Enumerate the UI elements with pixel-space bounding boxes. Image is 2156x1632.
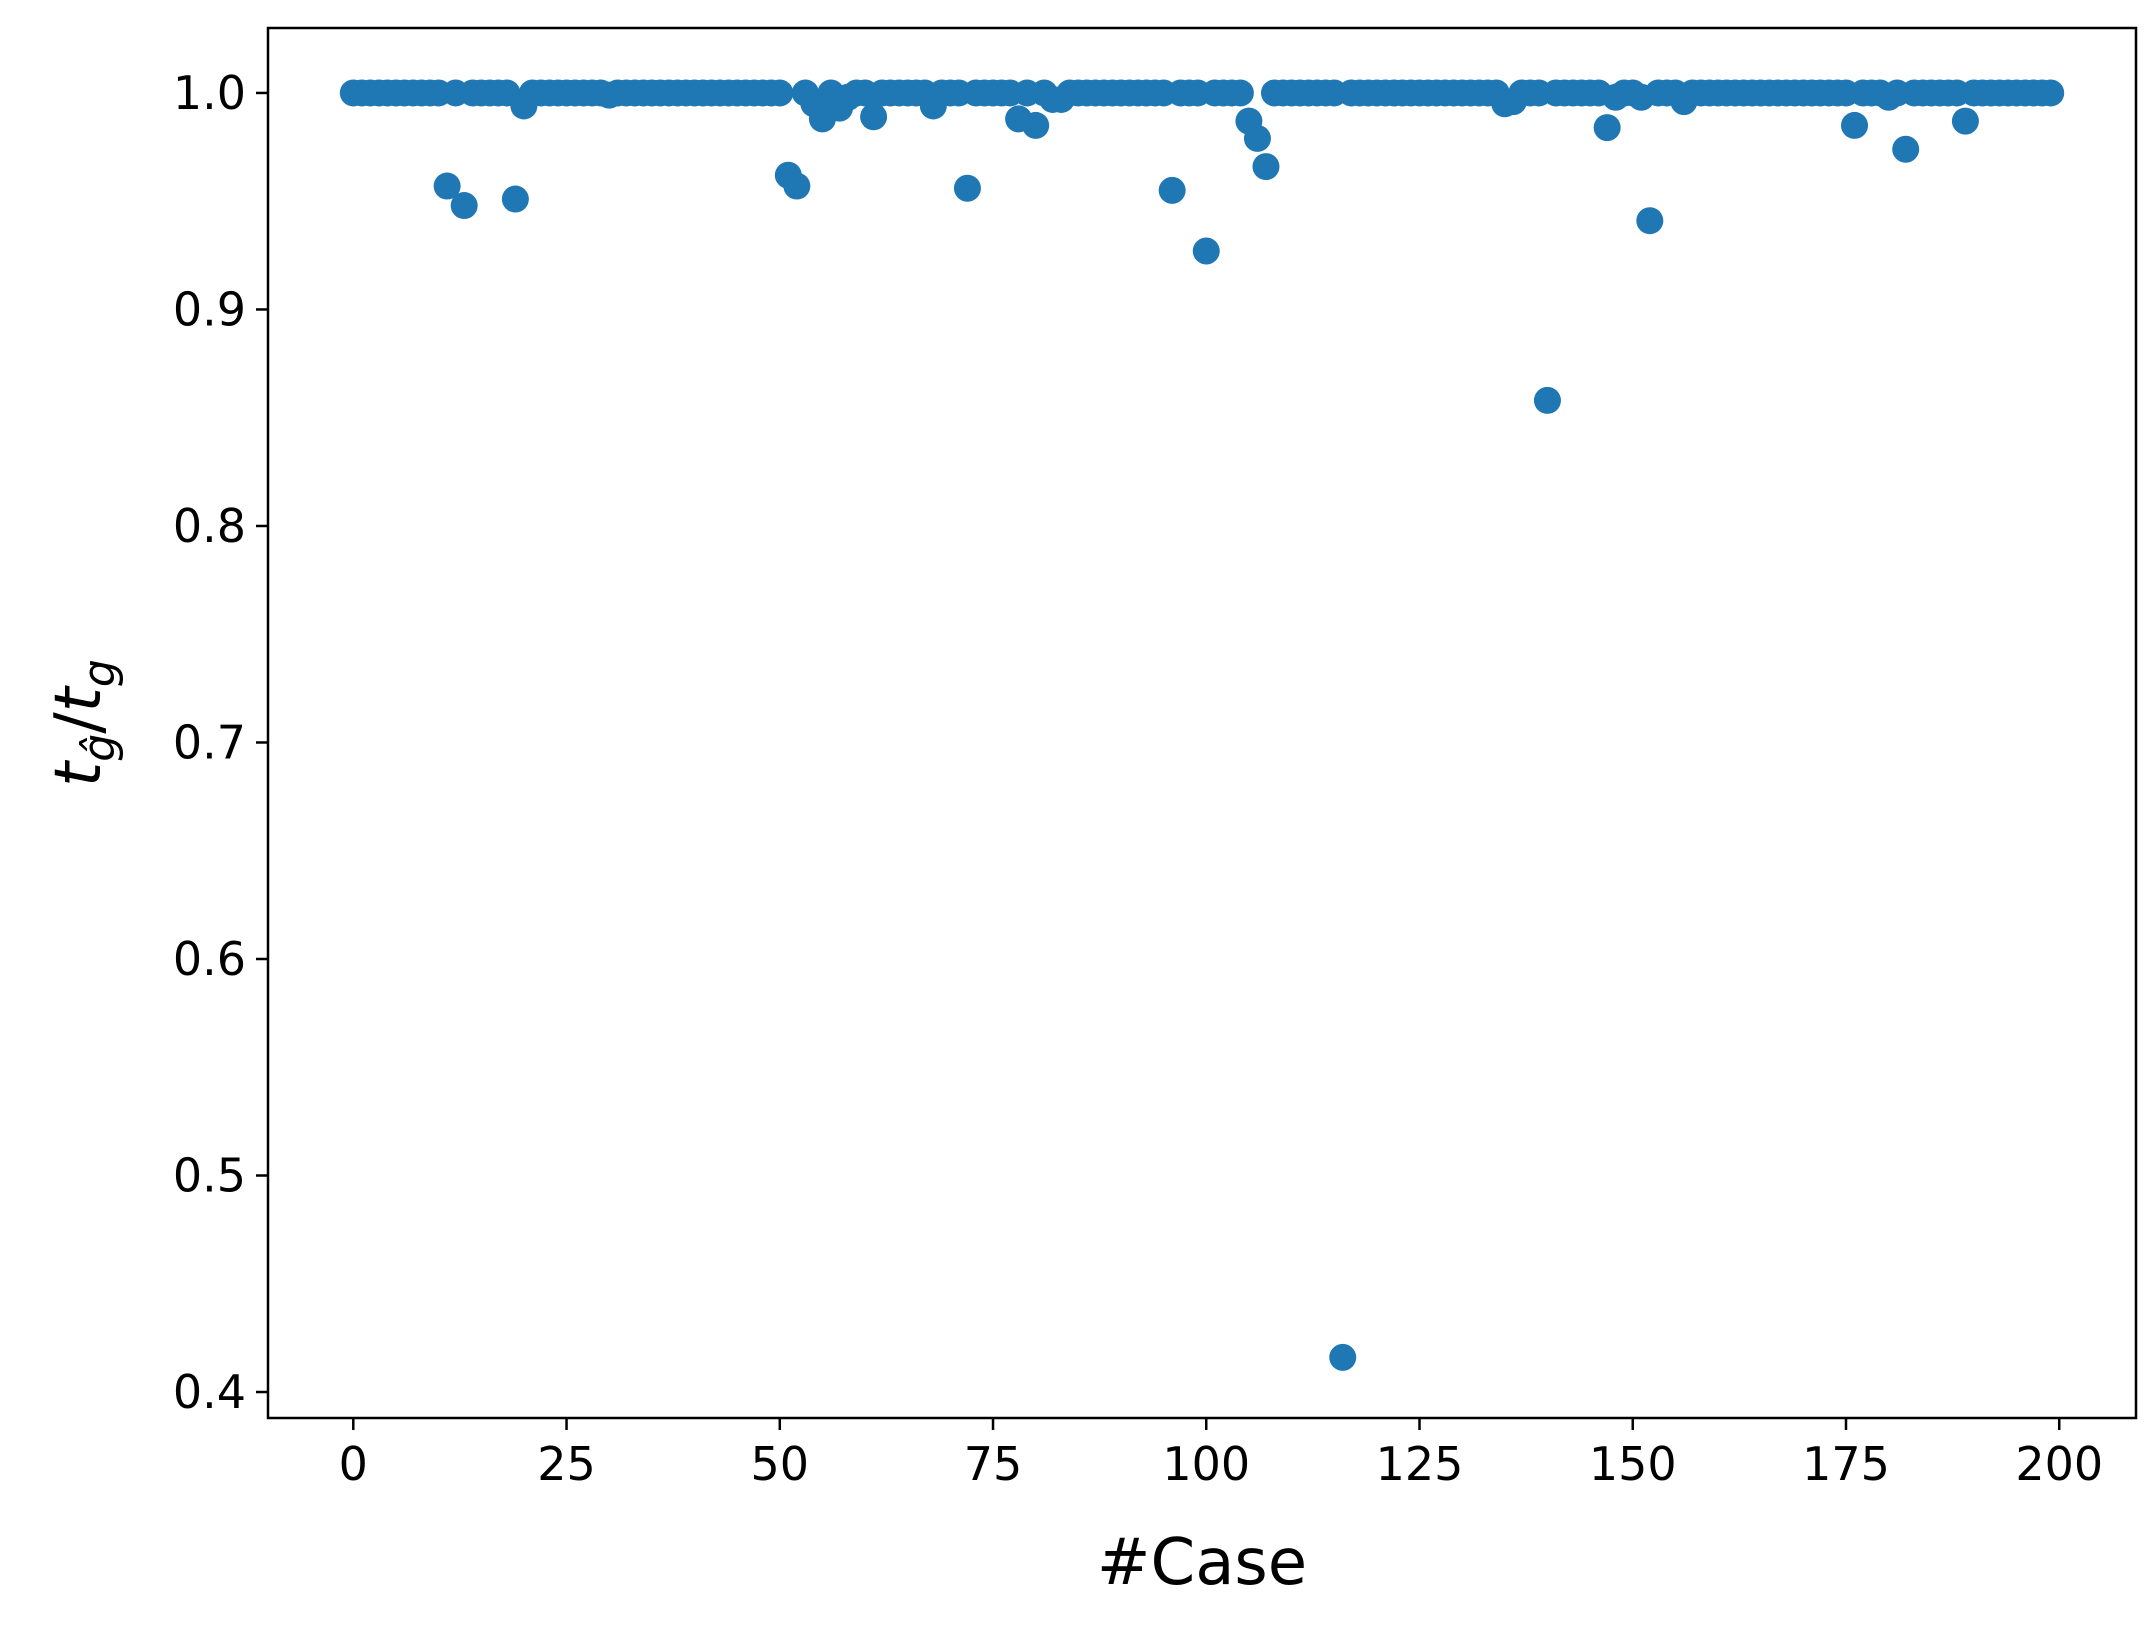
data-point — [1534, 387, 1561, 414]
data-points — [340, 79, 2064, 1370]
data-point — [451, 192, 478, 219]
data-point — [1022, 112, 1049, 139]
data-point — [1952, 108, 1979, 135]
y-tick-label: 0.5 — [173, 1149, 246, 1203]
y-axis-ticks: 0.4 0.5 0.6 0.7 0.8 0.9 1.0 — [173, 66, 268, 1419]
y-label-denom-sub: g — [74, 659, 125, 687]
y-label-sub: ĝ — [74, 734, 125, 762]
y-label-divider: / — [42, 712, 116, 734]
x-tick-label: 150 — [1589, 1437, 1677, 1491]
x-tick-label: 75 — [964, 1437, 1023, 1491]
data-point — [860, 103, 887, 130]
data-point — [1252, 153, 1279, 180]
y-axis-title: tĝ/tg — [42, 659, 125, 787]
x-tick-label: 175 — [1802, 1437, 1890, 1491]
x-tick-label: 25 — [537, 1437, 596, 1491]
data-point — [1227, 79, 1254, 106]
y-tick-label: 0.4 — [173, 1365, 246, 1419]
x-tick-label: 100 — [1162, 1437, 1250, 1491]
y-tick-label: 0.7 — [173, 715, 246, 769]
x-tick-label: 125 — [1376, 1437, 1464, 1491]
data-point — [502, 186, 529, 213]
data-point — [2037, 79, 2064, 106]
data-point — [1329, 1344, 1356, 1371]
y-label-var: t — [42, 759, 116, 787]
y-tick-label: 0.9 — [173, 282, 246, 336]
plot-area-frame — [268, 28, 2136, 1418]
data-point — [1244, 125, 1271, 152]
x-tick-label: 200 — [2015, 1437, 2103, 1491]
x-tick-label: 50 — [751, 1437, 810, 1491]
data-point — [1193, 238, 1220, 265]
y-tick-label: 0.6 — [173, 932, 246, 986]
data-point — [766, 79, 793, 106]
data-point — [954, 175, 981, 202]
data-point — [1892, 136, 1919, 163]
data-point — [1159, 177, 1186, 204]
data-point — [1636, 207, 1663, 234]
y-label-denom-var: t — [42, 684, 116, 712]
y-tick-label: 0.8 — [173, 499, 246, 553]
x-axis-title: #Case — [1097, 1526, 1307, 1600]
y-tick-label: 1.0 — [173, 66, 246, 120]
data-point — [783, 173, 810, 200]
x-axis-ticks: 0 25 50 75 100 125 150 175 200 — [339, 1418, 2103, 1491]
x-tick-label: 0 — [339, 1437, 368, 1491]
data-point — [1841, 112, 1868, 139]
data-point — [1594, 114, 1621, 141]
